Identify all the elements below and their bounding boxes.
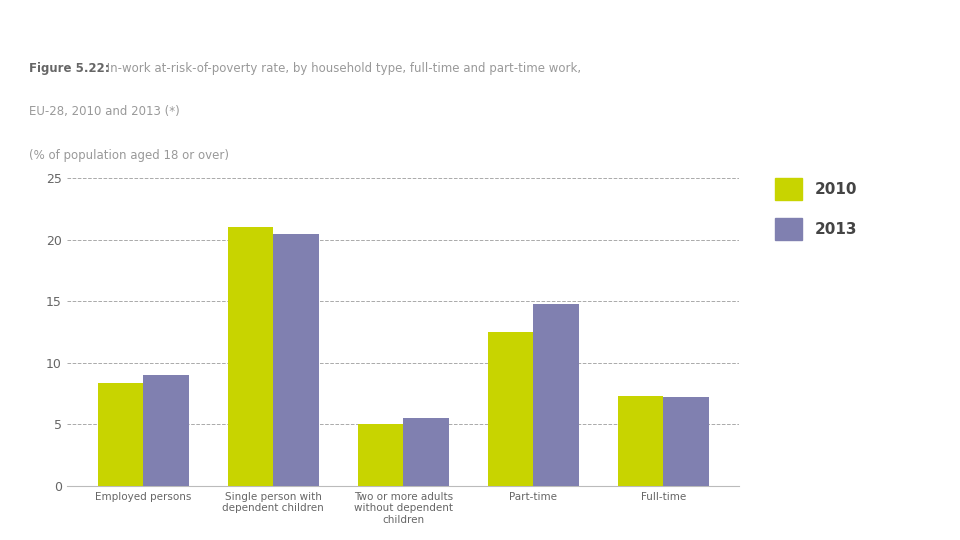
Text: In-work at-risk-of-poverty rate, by household type, full-time and part-time work: In-work at-risk-of-poverty rate, by hous… xyxy=(103,62,581,75)
Legend: 2010, 2013: 2010, 2013 xyxy=(767,171,865,247)
Bar xyxy=(358,424,403,486)
Bar xyxy=(663,397,708,486)
Bar xyxy=(617,396,663,486)
Text: In-work at risk-of-poverty rate: In-work at risk-of-poverty rate xyxy=(12,18,324,38)
Bar xyxy=(488,332,533,486)
Bar xyxy=(403,418,448,486)
Bar xyxy=(143,375,189,486)
Text: Figure 5.22:: Figure 5.22: xyxy=(29,62,109,75)
Bar xyxy=(533,304,579,486)
Bar xyxy=(274,234,319,486)
Text: (% of population aged 18 or over): (% of population aged 18 or over) xyxy=(29,148,228,161)
Bar xyxy=(228,227,274,486)
Bar xyxy=(98,382,143,486)
Text: EU-28, 2010 and 2013 (*): EU-28, 2010 and 2013 (*) xyxy=(29,105,180,118)
